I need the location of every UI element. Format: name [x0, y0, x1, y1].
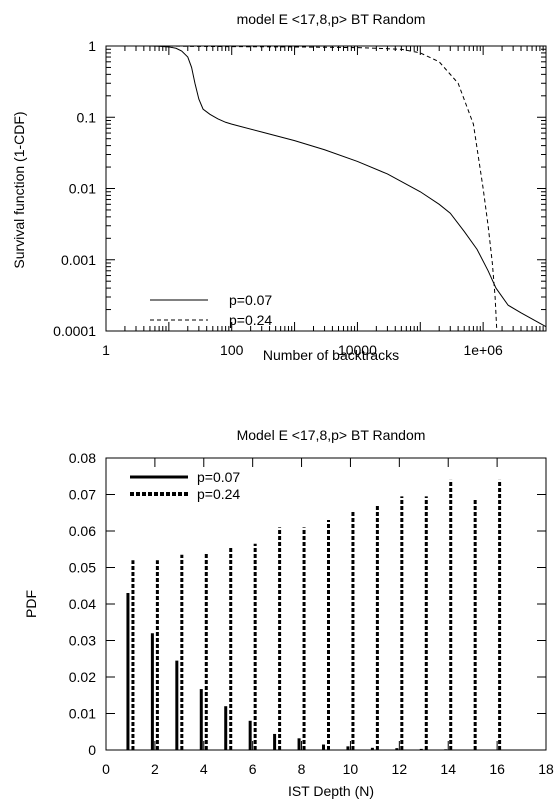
series-line-p007 [106, 45, 547, 328]
pdf-bars [126, 479, 502, 750]
pdf-plot-frame [105, 457, 547, 751]
legend-label-p024: p=0.24 [229, 312, 272, 328]
survival-series [106, 45, 547, 332]
pdf-x-tick-label: 4 [200, 761, 208, 777]
survival-x-tick-label: 1e+06 [463, 342, 503, 358]
survival-y-tick-label: 0.01 [69, 181, 96, 197]
legend-label-bar-p024: p=0.24 [197, 486, 240, 502]
pdf-x-tick-label: 16 [489, 761, 505, 777]
pdf-y-tick-label: 0.04 [69, 596, 96, 612]
pdf-legend: p=0.07 p=0.24 [130, 469, 240, 502]
pdf-y-tick-label: 0.05 [69, 560, 96, 576]
pdf-x-tick-label: 10 [343, 761, 359, 777]
pdf-x-tick-label: 14 [440, 761, 456, 777]
survival-y-axis-label: Survival function (1-CDF) [11, 111, 27, 268]
survival-x-tick-label: 10000 [338, 342, 377, 358]
survival-axes: 1 0.1 0.01 0.001 0.0001 1 100 10000 1e+06 [53, 38, 547, 358]
pdf-y-tick-label: 0.07 [69, 487, 96, 503]
pdf-x-tick-label: 6 [249, 761, 257, 777]
survival-legend: p=0.07 p=0.24 [150, 292, 272, 328]
pdf-y-tick-label: 0.02 [69, 669, 96, 685]
survival-chart: model E <17,8,p> BT Random Survival func… [11, 11, 547, 363]
pdf-y-tick-label: 0 [88, 742, 96, 758]
pdf-x-tick-label: 12 [392, 761, 408, 777]
survival-x-tick-label: 100 [220, 342, 244, 358]
pdf-chart-title: Model E <17,8,p> BT Random [237, 427, 426, 443]
pdf-x-axis-label: IST Depth (N) [288, 783, 374, 799]
survival-y-tick-label: 0.0001 [53, 323, 96, 339]
survival-x-axis-label: Number of backtracks [263, 347, 399, 363]
pdf-axes: 0 0.01 0.02 0.03 0.04 0.05 0.06 0.07 0.08 0 2 4 6 8 10… [69, 450, 554, 777]
survival-chart-title: model E <17,8,p> BT Random [237, 11, 426, 27]
series-line-p024 [106, 45, 498, 332]
survival-y-tick-label: 0.001 [61, 252, 96, 268]
pdf-y-tick-label: 0.01 [69, 706, 96, 722]
pdf-x-tick-label: 8 [298, 761, 306, 777]
pdf-y-axis-label: PDF [23, 590, 39, 618]
pdf-y-tick-label: 0.03 [69, 633, 96, 649]
survival-x-tick-label: 1 [102, 342, 110, 358]
survival-y-tick-label: 0.1 [77, 109, 97, 125]
pdf-x-tick-label: 0 [102, 761, 110, 777]
survival-y-tick-label: 1 [88, 38, 96, 54]
pdf-x-tick-label: 2 [151, 761, 159, 777]
legend-label-p007: p=0.07 [229, 292, 272, 308]
pdf-y-tick-label: 0.08 [69, 450, 96, 466]
legend-label-bar-p007: p=0.07 [197, 469, 240, 485]
pdf-x-tick-label: 18 [538, 761, 554, 777]
pdf-y-tick-label: 0.06 [69, 523, 96, 539]
